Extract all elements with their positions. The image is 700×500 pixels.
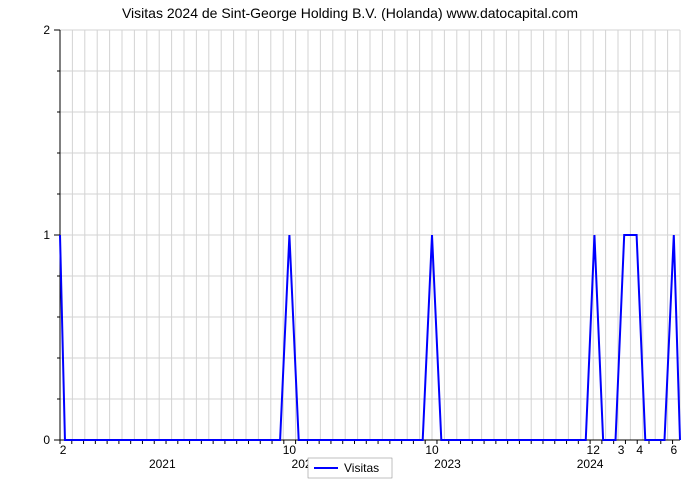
- x-point-label: 12: [587, 443, 601, 457]
- chart-title: Visitas 2024 de Sint-George Holding B.V.…: [122, 5, 578, 21]
- x-point-label: 6: [670, 443, 677, 457]
- visits-chart: Visitas 2024 de Sint-George Holding B.V.…: [0, 0, 700, 500]
- y-tick-label: 1: [43, 228, 50, 242]
- x-point-label: 10: [425, 443, 439, 457]
- x-point-label: 3: [618, 443, 625, 457]
- x-year-label: 2024: [577, 457, 604, 471]
- y-tick-label: 0: [43, 433, 50, 447]
- y-tick-label: 2: [43, 23, 50, 37]
- x-year-label: 2023: [434, 457, 461, 471]
- legend-label: Visitas: [344, 461, 379, 475]
- x-year-label: 2021: [149, 457, 176, 471]
- x-point-label: 10: [283, 443, 297, 457]
- x-point-label: 2: [60, 443, 67, 457]
- x-point-label: 4: [636, 443, 643, 457]
